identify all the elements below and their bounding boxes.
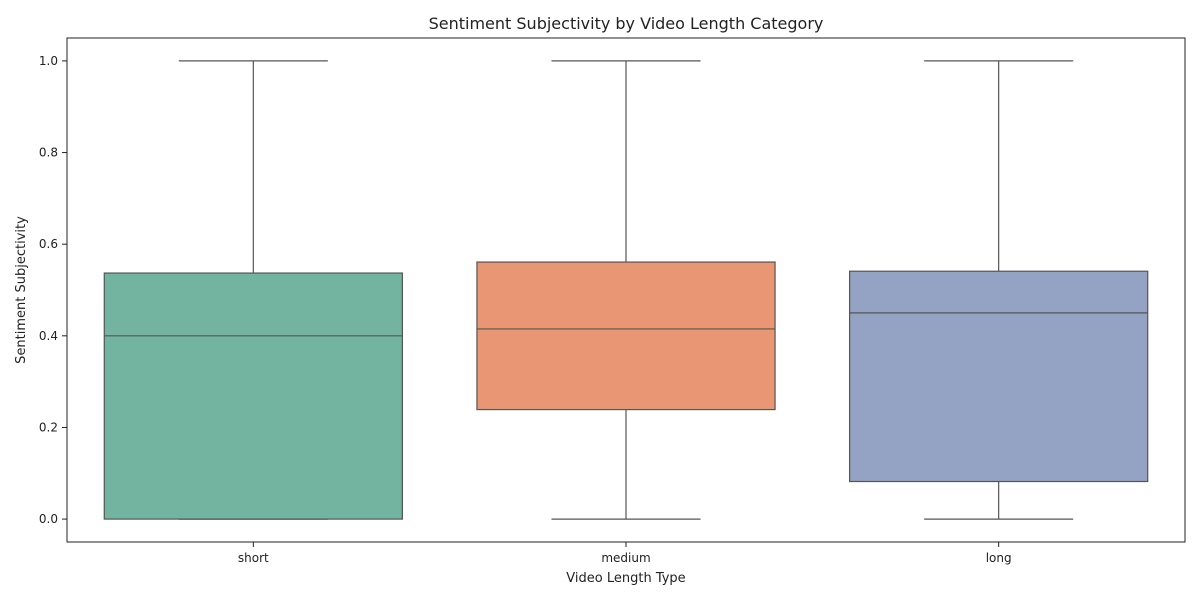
box-group-long xyxy=(848,60,1149,520)
y-tick-label: 0.4 xyxy=(39,329,58,343)
x-tick-label-long: long xyxy=(986,551,1012,565)
plot-area xyxy=(66,37,1186,543)
iqr-box xyxy=(103,272,404,520)
y-axis: 0.0 0.2 0.4 0.6 0.8 1.0 xyxy=(39,54,67,526)
chart-title: Sentiment Subjectivity by Video Length C… xyxy=(429,14,824,33)
x-tick-label-medium: medium xyxy=(601,551,650,565)
box-group-short xyxy=(103,60,404,520)
iqr-box xyxy=(476,261,776,411)
y-tick-label: 0.2 xyxy=(39,420,58,434)
y-tick-label: 1.0 xyxy=(39,54,58,68)
y-axis-label: Sentiment Subjectivity xyxy=(14,216,29,364)
y-tick-label: 0.0 xyxy=(39,512,58,526)
box-group-medium xyxy=(476,60,776,520)
x-tick-label-short: short xyxy=(238,551,269,565)
iqr-box xyxy=(848,270,1149,483)
y-tick-label: 0.8 xyxy=(39,146,58,160)
y-tick-label: 0.6 xyxy=(39,237,58,251)
x-axis: short medium long xyxy=(238,542,1012,565)
x-axis-label: Video Length Type xyxy=(566,571,685,586)
